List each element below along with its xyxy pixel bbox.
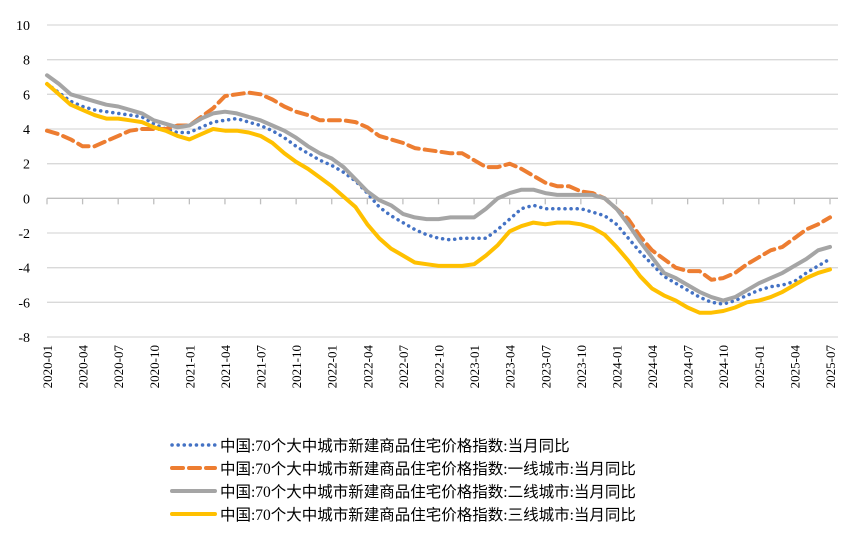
series-line-3	[45, 81, 832, 315]
x-tick-label: 2022-01	[325, 345, 340, 388]
x-tick-label: 2024-10	[716, 345, 731, 388]
y-tick-label: 4	[23, 123, 30, 138]
x-tick-label: 2023-10	[574, 345, 589, 388]
legend-label-0: 中国:70个大中城市新建商品住宅价格指数:当月同比	[220, 437, 570, 455]
y-tick-label: -2	[18, 227, 30, 242]
x-tick-label: 2023-01	[467, 345, 482, 388]
y-tick-label: 6	[23, 88, 30, 103]
series-line-2	[45, 73, 832, 303]
x-tick-label: 2023-07	[538, 345, 553, 389]
x-tick-label: 2021-04	[218, 345, 233, 389]
y-tick-label: -8	[18, 331, 30, 346]
legend-label-3: 中国:70个大中城市新建商品住宅价格指数:三线城市:当月同比	[220, 506, 636, 524]
x-tick-label: 2021-10	[289, 345, 304, 388]
y-tick-label: 8	[23, 54, 30, 69]
x-tick-label: 2025-01	[752, 345, 767, 388]
x-tick-label: 2025-07	[823, 345, 838, 389]
y-tick-label: 0	[23, 192, 30, 207]
y-tick-label: 2	[23, 158, 30, 173]
series-line-0	[45, 82, 832, 306]
y-tick-label: 10	[16, 19, 30, 34]
x-tick-label: 2022-10	[432, 345, 447, 388]
x-tick-label: 2021-07	[254, 345, 269, 389]
x-tick-label: 2024-04	[645, 345, 660, 389]
x-tick-label: 2022-04	[360, 345, 375, 389]
x-tick-label: 2023-04	[503, 345, 518, 389]
legend-label-2: 中国:70个大中城市新建商品住宅价格指数:二线城市:当月同比	[220, 483, 636, 501]
x-tick-label: 2021-01	[182, 345, 197, 388]
y-tick-label: -6	[18, 296, 30, 311]
series-line-1	[45, 90, 832, 282]
y-tick-label: -4	[18, 262, 30, 277]
x-tick-label: 2022-07	[396, 345, 411, 389]
x-tick-label: 2024-01	[609, 345, 624, 388]
x-tick-label: 2020-01	[40, 345, 55, 388]
x-tick-label: 2020-04	[76, 345, 91, 389]
legend-label-1: 中国:70个大中城市新建商品住宅价格指数:一线城市:当月同比	[220, 460, 636, 478]
x-tick-label: 2025-04	[787, 345, 802, 389]
x-tick-label: 2020-10	[147, 345, 162, 388]
x-tick-label: 2024-07	[681, 345, 696, 389]
x-tick-label: 2020-07	[111, 345, 126, 389]
